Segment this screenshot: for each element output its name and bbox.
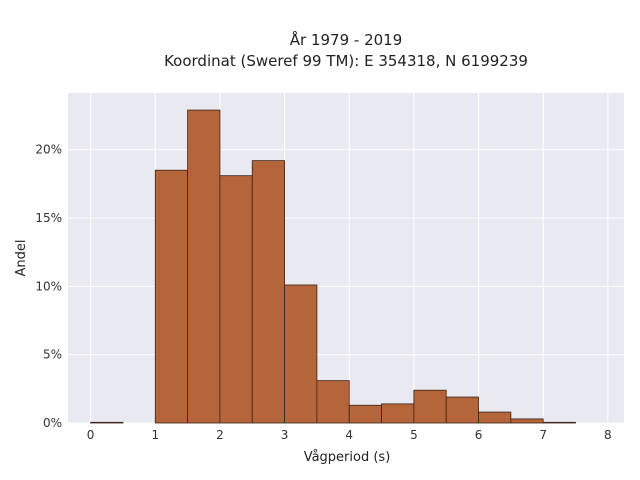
- x-tick-label: 4: [345, 428, 353, 442]
- y-axis-title: Andel: [14, 240, 29, 277]
- histogram-bars: [90, 109, 576, 424]
- histogram-bar: [542, 421, 576, 424]
- x-tick-label: 0: [87, 428, 95, 442]
- x-tick-label: 7: [539, 428, 547, 442]
- histogram-bar: [219, 175, 253, 424]
- histogram-bar: [510, 418, 544, 424]
- y-tick-label: 5%: [43, 348, 62, 362]
- y-tick-label: 0%: [43, 416, 62, 430]
- x-tick-label: 6: [475, 428, 483, 442]
- x-tick-label: 2: [216, 428, 224, 442]
- histogram-bar: [348, 404, 382, 424]
- x-tick-label: 8: [604, 428, 612, 442]
- histogram-bar: [381, 403, 415, 424]
- x-axis-title: Vågperiod (s): [304, 450, 391, 465]
- x-tick-label: 1: [151, 428, 159, 442]
- y-tick-label: 15%: [35, 211, 62, 225]
- histogram-bar: [413, 389, 447, 424]
- y-tick-label: 10%: [35, 279, 62, 293]
- histogram-bar: [187, 109, 221, 424]
- y-axis-ticks: 0% 5% 10% 15% 20%: [35, 143, 62, 430]
- x-tick-label: 5: [410, 428, 418, 442]
- histogram-bar: [90, 421, 124, 424]
- plot-area: [68, 93, 624, 423]
- histogram-bar: [251, 160, 285, 424]
- y-tick-label: 20%: [35, 143, 62, 157]
- chart-title-line2: Koordinat (Sweref 99 TM): E 354318, N 61…: [164, 52, 528, 70]
- x-axis-ticks: 0 1 2 3 4 5 6 7 8: [87, 428, 612, 442]
- x-tick-label: 3: [281, 428, 289, 442]
- histogram-bar: [154, 169, 189, 424]
- histogram-bar: [478, 411, 512, 424]
- histogram-bar: [445, 396, 479, 424]
- histogram-bar: [316, 380, 350, 424]
- histogram-bar: [284, 284, 318, 424]
- chart-title-line1: År 1979 - 2019: [290, 30, 403, 49]
